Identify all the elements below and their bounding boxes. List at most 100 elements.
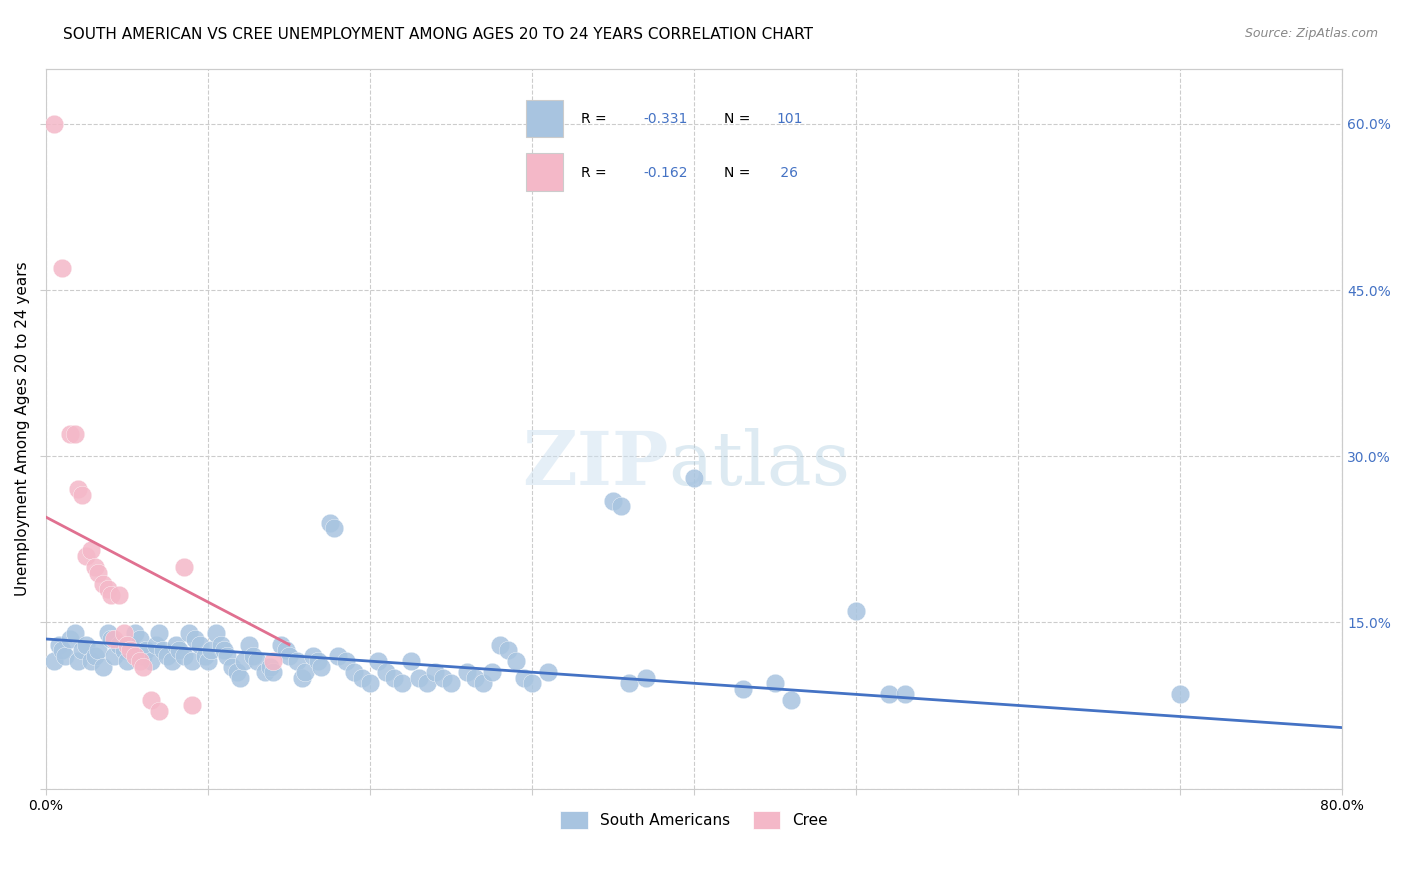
Point xyxy=(188,638,211,652)
Point xyxy=(180,698,202,713)
Point xyxy=(221,659,243,673)
Point xyxy=(259,659,281,673)
Point xyxy=(343,665,366,680)
Point xyxy=(238,638,260,652)
Y-axis label: Unemployment Among Ages 20 to 24 years: Unemployment Among Ages 20 to 24 years xyxy=(15,261,30,596)
Point xyxy=(217,648,239,663)
FancyBboxPatch shape xyxy=(526,100,562,137)
Point xyxy=(148,626,170,640)
Point xyxy=(67,654,90,668)
Point xyxy=(103,632,125,646)
Point xyxy=(253,665,276,680)
Point xyxy=(197,654,219,668)
Point xyxy=(359,676,381,690)
Point xyxy=(83,648,105,663)
Text: -0.331: -0.331 xyxy=(643,112,688,126)
Point xyxy=(246,654,269,668)
Text: 101: 101 xyxy=(776,112,803,126)
Point xyxy=(481,665,503,680)
Point xyxy=(51,643,73,657)
Point xyxy=(520,676,543,690)
Legend: South Americans, Cree: South Americans, Cree xyxy=(554,805,834,835)
Point xyxy=(59,427,82,442)
Point xyxy=(399,654,422,668)
Point xyxy=(423,665,446,680)
Point xyxy=(76,638,98,652)
Point xyxy=(177,626,200,640)
Point xyxy=(63,626,86,640)
Point xyxy=(232,654,254,668)
Point xyxy=(42,654,65,668)
Point xyxy=(162,654,184,668)
Point xyxy=(91,576,114,591)
Point xyxy=(432,671,454,685)
Text: atlas: atlas xyxy=(668,428,851,501)
Point xyxy=(367,654,389,668)
FancyBboxPatch shape xyxy=(526,153,562,191)
Point xyxy=(80,543,103,558)
Point xyxy=(173,560,195,574)
Point xyxy=(311,659,333,673)
Point xyxy=(100,588,122,602)
Point xyxy=(456,665,478,680)
Point xyxy=(55,648,77,663)
Point xyxy=(145,638,167,652)
Point xyxy=(440,676,463,690)
Point xyxy=(87,566,110,580)
Point xyxy=(200,643,222,657)
Point xyxy=(416,676,439,690)
Point xyxy=(602,493,624,508)
Point xyxy=(167,643,190,657)
Point xyxy=(135,643,157,657)
Point xyxy=(262,665,284,680)
Point xyxy=(335,654,357,668)
Point xyxy=(129,632,152,646)
Point xyxy=(194,648,217,663)
Point xyxy=(610,499,633,513)
Point xyxy=(472,676,495,690)
Point xyxy=(513,671,536,685)
Point xyxy=(148,704,170,718)
Point xyxy=(59,632,82,646)
Point xyxy=(274,643,297,657)
Point xyxy=(108,638,131,652)
Point xyxy=(464,671,486,685)
Point xyxy=(96,626,118,640)
Point xyxy=(302,648,325,663)
Point xyxy=(408,671,430,685)
Point xyxy=(165,638,187,652)
Text: -0.162: -0.162 xyxy=(643,166,688,179)
Point xyxy=(226,665,249,680)
Point xyxy=(212,643,235,657)
Point xyxy=(115,638,138,652)
Point xyxy=(505,654,527,668)
Point xyxy=(48,638,70,652)
Point xyxy=(294,665,316,680)
Text: ZIP: ZIP xyxy=(522,428,668,501)
Text: R =: R = xyxy=(581,166,612,179)
Point xyxy=(184,632,207,646)
Point xyxy=(318,516,340,530)
Point xyxy=(91,659,114,673)
Point xyxy=(103,648,125,663)
Point xyxy=(124,648,146,663)
Point xyxy=(100,632,122,646)
Point xyxy=(285,654,308,668)
Point xyxy=(683,471,706,485)
Point xyxy=(205,626,228,640)
Point xyxy=(51,260,73,275)
Point xyxy=(83,560,105,574)
Point xyxy=(115,654,138,668)
Point xyxy=(129,654,152,668)
Point xyxy=(1168,687,1191,701)
Point xyxy=(763,676,786,690)
Point xyxy=(877,687,900,701)
Text: N =: N = xyxy=(724,112,754,126)
Point xyxy=(845,604,868,618)
Text: N =: N = xyxy=(724,166,754,179)
Point xyxy=(87,643,110,657)
Point xyxy=(141,654,163,668)
Point xyxy=(112,643,135,657)
Point xyxy=(70,488,93,502)
Point xyxy=(67,483,90,497)
